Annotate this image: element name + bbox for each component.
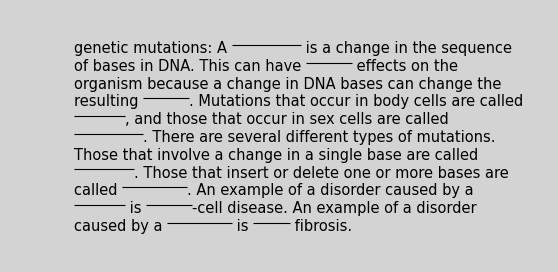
Text: of bases in DNA. This can have: of bases in DNA. This can have bbox=[74, 59, 306, 74]
Text: organism because a change in DNA bases can change the: organism because a change in DNA bases c… bbox=[74, 77, 502, 92]
Text: called: called bbox=[74, 183, 122, 199]
Text: caused by a: caused by a bbox=[74, 219, 167, 234]
Text: effects on the: effects on the bbox=[352, 59, 458, 74]
Text: is a change in the sequence: is a change in the sequence bbox=[301, 41, 512, 56]
Text: fibrosis.: fibrosis. bbox=[290, 219, 352, 234]
Text: -cell disease. An example of a disorder: -cell disease. An example of a disorder bbox=[193, 201, 477, 216]
Text: , and those that occur in sex cells are called: , and those that occur in sex cells are … bbox=[125, 112, 449, 127]
Text: . An example of a disorder caused by a: . An example of a disorder caused by a bbox=[187, 183, 474, 199]
Text: Those that involve a change in a single base are called: Those that involve a change in a single … bbox=[74, 148, 478, 163]
Text: resulting: resulting bbox=[74, 94, 143, 109]
Text: is: is bbox=[125, 201, 146, 216]
Text: . There are several different types of mutations.: . There are several different types of m… bbox=[143, 130, 496, 145]
Text: genetic mutations: A: genetic mutations: A bbox=[74, 41, 232, 56]
Text: . Mutations that occur in body cells are called: . Mutations that occur in body cells are… bbox=[190, 94, 524, 109]
Text: . Those that insert or delete one or more bases are: . Those that insert or delete one or mor… bbox=[134, 166, 509, 181]
Text: is: is bbox=[232, 219, 253, 234]
